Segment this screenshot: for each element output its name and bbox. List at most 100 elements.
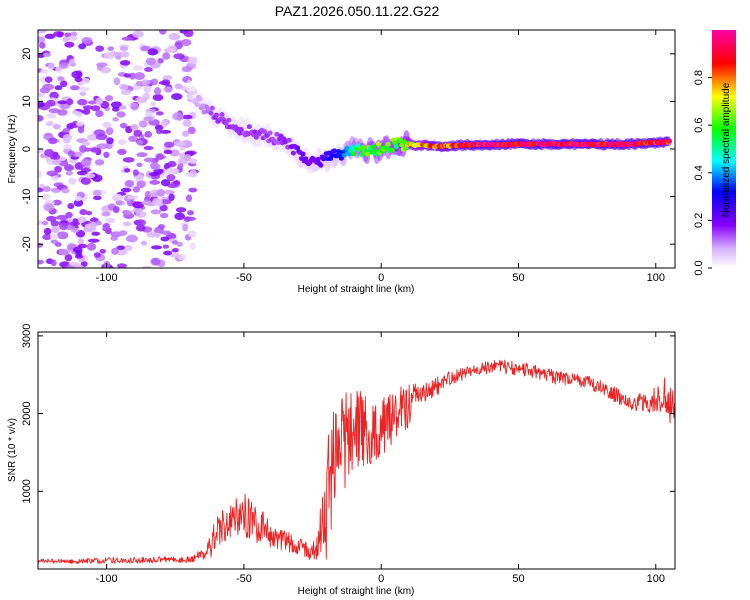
heatmap-noise-cell: [70, 31, 78, 37]
heatmap-ridge-cell: [267, 130, 273, 136]
heatmap-noise-cell: [160, 236, 170, 242]
heatmap-ridge-cell: [393, 144, 399, 149]
heatmap-noise-cell: [44, 149, 55, 157]
heatmap-noise-cell: [105, 217, 116, 224]
snr-frame: [37, 331, 676, 570]
heatmap-noise-cell: [127, 195, 139, 200]
heatmap-noise-cell: [79, 91, 87, 97]
heatmap-noise-cell: [119, 122, 128, 129]
heatmap-ridge-cell: [290, 150, 296, 156]
heatmap-noise-cell: [76, 216, 87, 223]
heatmap-noise-cell: [143, 145, 154, 151]
heatmap-noise-cell: [160, 120, 169, 128]
heatmap-noise-cell: [107, 46, 115, 51]
heatmap-noise-cell: [106, 137, 114, 145]
heatmap-noise-cell: [67, 203, 75, 210]
heatmap-noise-cell: [133, 129, 143, 137]
heatmap-noise-cell: [140, 240, 148, 246]
heatmap-noise-cell: [187, 126, 196, 135]
heatmap-noise-cell: [105, 127, 114, 136]
spectrogram-y-tick-label: 20: [21, 48, 33, 60]
heatmap-noise-cell: [62, 127, 71, 134]
heatmap-noise-cell: [49, 154, 61, 160]
heatmap-noise-cell: [118, 51, 130, 58]
heatmap-noise-cell: [116, 263, 128, 268]
heatmap-noise-cell: [111, 247, 119, 255]
heatmap-noise-cell: [182, 130, 190, 137]
heatmap-noise-cell: [85, 210, 93, 216]
heatmap-noise-cell: [39, 87, 50, 94]
heatmap-noise-cell: [150, 101, 157, 107]
heatmap-noise-cell: [169, 149, 180, 157]
heatmap-noise-cell: [117, 139, 127, 145]
heatmap-ridge-cell: [197, 96, 203, 102]
heatmap-noise-cell: [169, 253, 181, 258]
spectrogram-y-tick-label: 0: [21, 146, 33, 152]
heatmap-noise-cell: [75, 265, 85, 268]
heatmap-noise-cell: [101, 211, 111, 217]
heatmap-noise-cell: [112, 117, 119, 122]
heatmap-noise-cell: [187, 56, 198, 65]
heatmap-noise-cell: [150, 209, 162, 215]
heatmap-ridge-cell: [300, 151, 306, 157]
heatmap-noise-cell: [84, 173, 96, 179]
heatmap-ridge-cell: [226, 117, 232, 123]
heatmap-ridge-cell: [209, 105, 215, 111]
heatmap-noise-cell: [48, 108, 61, 114]
heatmap-noise-cell: [111, 193, 124, 202]
heatmap-noise-cell: [163, 189, 176, 195]
heatmap-noise-cell: [160, 199, 172, 205]
heatmap-noise-cell: [78, 43, 87, 50]
heatmap-noise-cell: [87, 238, 100, 243]
heatmap-noise-cell: [77, 125, 85, 134]
heatmap-noise-cell: [81, 141, 91, 146]
heatmap-noise-cell: [177, 163, 184, 168]
heatmap-noise-cell: [144, 67, 153, 73]
heatmap-noise-cell: [65, 211, 73, 219]
heatmap-noise-cell: [50, 239, 59, 244]
heatmap-ridge-cell: [370, 144, 376, 150]
heatmap-noise-cell: [159, 204, 168, 212]
snr-y-tick-label: 2000: [21, 401, 33, 425]
heatmap-ridge-cell: [286, 137, 292, 143]
heatmap-noise-cell: [122, 157, 135, 163]
heatmap-noise-cell: [140, 45, 151, 52]
heatmap-noise-cell: [176, 241, 183, 247]
spectrogram-y-tick-label: -10: [21, 189, 33, 205]
heatmap-noise-cell: [45, 121, 54, 127]
heatmap-noise-cell: [189, 158, 198, 165]
heatmap-noise-cell: [160, 179, 171, 187]
heatmap-noise-cell: [100, 66, 111, 74]
heatmap-noise-cell: [141, 79, 151, 86]
heatmap-noise-cell: [113, 206, 120, 214]
heatmap-noise-cell: [119, 230, 128, 236]
heatmap-noise-cell: [68, 177, 77, 185]
heatmap-noise-cell: [43, 227, 52, 235]
heatmap-noise-cell: [174, 141, 186, 147]
heatmap-noise-cell: [64, 41, 75, 48]
snr-x-tick-label: 100: [647, 573, 665, 585]
spectrogram-x-tick-label: -50: [236, 272, 252, 284]
heatmap-noise-cell: [167, 183, 177, 189]
heatmap-ridge-cell: [351, 151, 357, 157]
heatmap-noise-cell: [43, 203, 55, 212]
heatmap-noise-cell: [38, 220, 43, 225]
heatmap-noise-cell: [182, 119, 192, 127]
heatmap-noise-cell: [80, 177, 92, 185]
heatmap-noise-cell: [46, 112, 57, 119]
heatmap-noise-cell: [68, 122, 77, 128]
heatmap-noise-cell: [147, 48, 159, 56]
spectrogram-y-tick-label: -20: [21, 236, 33, 252]
snr-y-tick-label: 1000: [21, 479, 33, 503]
heatmap-noise-cell: [136, 180, 146, 189]
heatmap-noise-cell: [130, 102, 139, 111]
heatmap-noise-cell: [168, 32, 181, 41]
heatmap-ridge-cell: [397, 137, 404, 143]
heatmap-noise-cell: [61, 187, 70, 194]
heatmap-noise-cell: [54, 165, 62, 173]
heatmap-noise-cell: [66, 98, 74, 106]
heatmap-noise-cell: [136, 162, 143, 167]
heatmap-noise-cell: [46, 170, 58, 177]
heatmap-ridge-cell: [189, 90, 195, 96]
heatmap-noise-cell: [138, 120, 148, 128]
